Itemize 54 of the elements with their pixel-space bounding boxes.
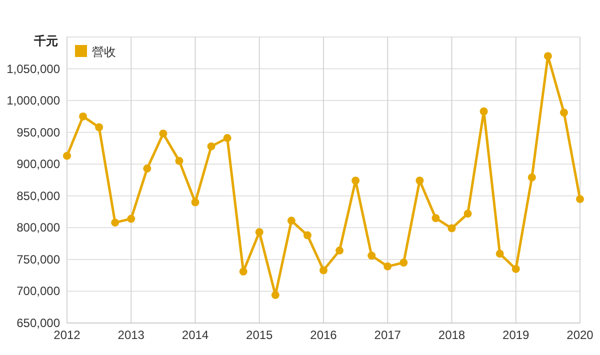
- point: [512, 264, 520, 273]
- y-axis-title: 千元: [33, 34, 58, 48]
- point: [416, 176, 424, 185]
- point: [143, 164, 152, 173]
- x-tick-label: 2019: [502, 328, 530, 342]
- x-tick-label: 2013: [118, 328, 145, 342]
- point: [368, 252, 376, 260]
- y-tick-label: 650,000: [16, 316, 60, 330]
- point: [287, 216, 296, 225]
- point: [95, 123, 104, 132]
- point: [352, 176, 360, 185]
- point: [528, 173, 536, 182]
- point: [271, 291, 280, 300]
- point: [191, 198, 200, 206]
- x-tick-label: 2020: [566, 328, 594, 342]
- point: [79, 112, 88, 120]
- point: [400, 258, 408, 267]
- x-tick-label: 2017: [374, 328, 402, 342]
- point: [384, 262, 392, 270]
- x-tick-label: 2018: [438, 328, 466, 342]
- point: [560, 108, 568, 117]
- y-tick-label: 1,050,000: [6, 62, 60, 76]
- point: [303, 231, 312, 240]
- point: [255, 228, 264, 236]
- legend-label: 營收: [92, 45, 116, 59]
- x-tick-label: 2014: [182, 328, 209, 342]
- point: [464, 210, 472, 218]
- point: [576, 195, 584, 204]
- point: [320, 266, 328, 274]
- point: [207, 142, 216, 150]
- point: [544, 52, 552, 60]
- point: [127, 214, 136, 223]
- y-tick-label: 900,000: [16, 157, 60, 172]
- x-tick-label: 2015: [246, 328, 274, 342]
- point: [448, 224, 456, 232]
- y-tick-label: 700,000: [16, 284, 60, 298]
- y-tick-label: 800,000: [16, 220, 60, 235]
- x-tick-label: 2016: [310, 328, 338, 342]
- point: [63, 152, 71, 160]
- x-tick-label: 2012: [54, 328, 81, 342]
- point: [239, 268, 248, 276]
- legend: 營收: [75, 45, 116, 59]
- point: [175, 156, 184, 165]
- y-tick-label: 950,000: [16, 125, 60, 140]
- point: [111, 218, 120, 227]
- point: [496, 250, 504, 258]
- point: [480, 107, 488, 116]
- point: [336, 246, 344, 255]
- y-tick-label: 750,000: [16, 252, 60, 266]
- y-tick-label: 1,000,000: [6, 94, 60, 108]
- point: [432, 214, 440, 222]
- y-tick-label: 850,000: [16, 188, 60, 203]
- point: [159, 130, 168, 138]
- point: [223, 134, 232, 142]
